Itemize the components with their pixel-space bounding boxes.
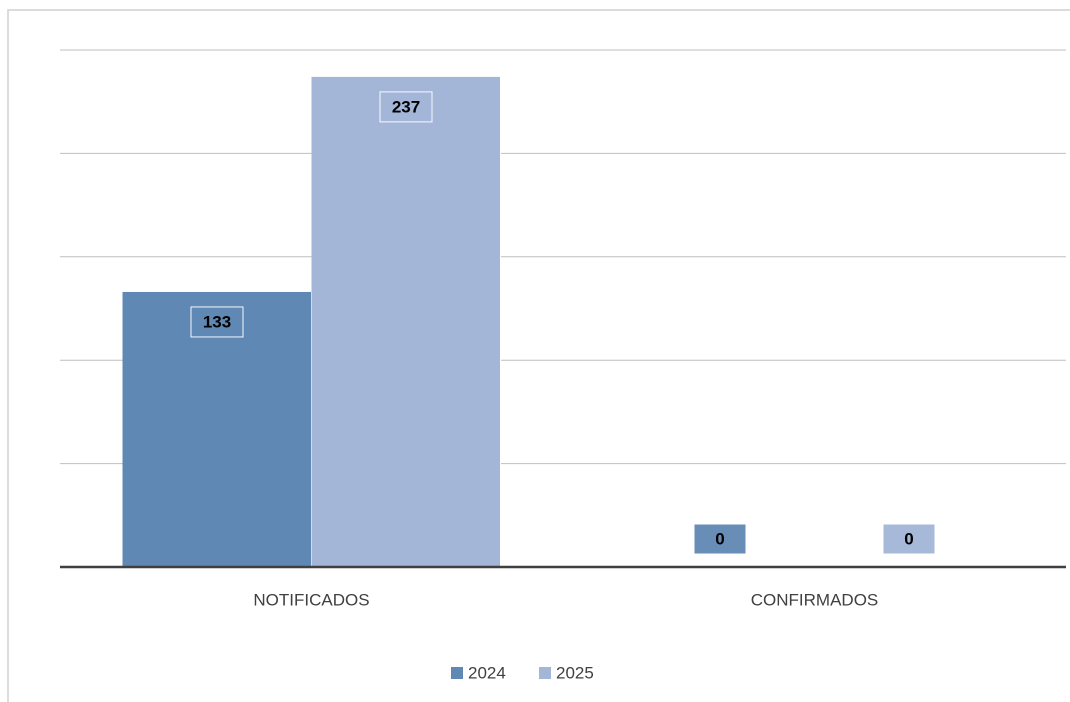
data-label-box xyxy=(379,91,433,123)
data-label-box xyxy=(693,523,747,555)
legend-label: 2024 xyxy=(468,663,506,682)
bar xyxy=(311,76,501,567)
data-label: 0 xyxy=(904,529,913,548)
chart-frame xyxy=(7,9,1070,702)
bar xyxy=(122,291,312,567)
data-label: 0 xyxy=(715,529,724,548)
legend-label: 2025 xyxy=(556,663,594,682)
legend-swatch xyxy=(451,667,463,679)
x-tick-label: NOTIFICADOS xyxy=(253,590,369,609)
x-tick-label: CONFIRMADOS xyxy=(751,590,879,609)
data-label-box xyxy=(882,523,936,555)
legend-swatch xyxy=(539,667,551,679)
data-label-box xyxy=(190,306,244,338)
data-label: 237 xyxy=(392,97,420,116)
data-label: 133 xyxy=(203,312,231,331)
